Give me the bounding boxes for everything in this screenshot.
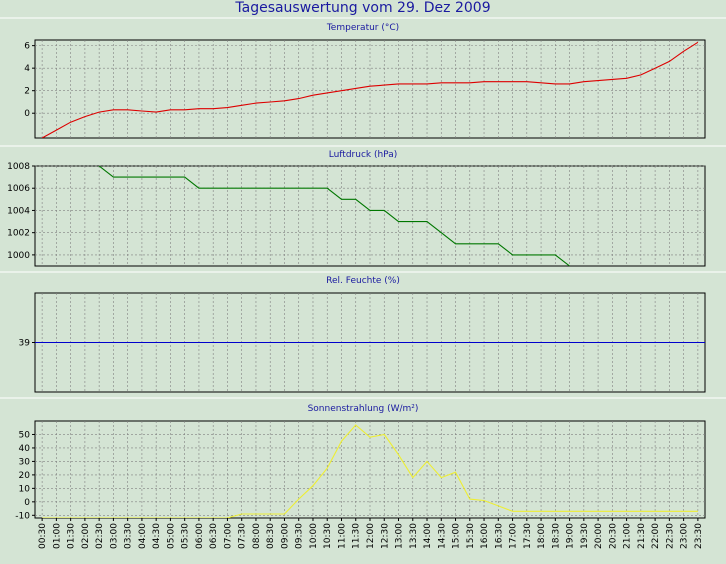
y-tick-label: 1002 xyxy=(7,229,30,239)
chart-title: Rel. Feuchte (%) xyxy=(326,276,400,286)
series-line-pressure xyxy=(98,166,570,266)
page-title: Tagesauswertung vom 29. Dez 2009 xyxy=(235,0,491,16)
x-tick-label: 11:00 xyxy=(337,523,347,549)
chart-panel-temperature: Temperatur (°C) 0 2 4 6 xyxy=(0,17,726,139)
x-tick-label: 02:00 xyxy=(81,523,91,549)
x-tick-label: 14:30 xyxy=(437,523,447,549)
x-tick-label: 13:30 xyxy=(409,523,419,549)
chart-title: Luftdruck (hPa) xyxy=(329,150,398,160)
x-tick-label: 18:30 xyxy=(551,523,561,549)
x-tick-label: 02:30 xyxy=(95,523,105,549)
chart-title: Temperatur (°C) xyxy=(326,23,399,33)
x-tick-label: 17:30 xyxy=(523,523,533,549)
x-tick-label: 08:00 xyxy=(252,523,262,549)
x-tick-label: 22:30 xyxy=(665,523,675,549)
x-tick-label: 23:30 xyxy=(694,523,704,549)
x-tick-label: 15:00 xyxy=(452,523,462,549)
y-tick-label: 50 xyxy=(19,430,31,440)
x-tick-label: 20:00 xyxy=(594,523,604,549)
x-tick-label: 06:30 xyxy=(209,523,219,549)
x-tick-label: 00:30 xyxy=(38,523,48,549)
time-axis: 00:30 01:00 01:30 02:00 02:30 03:00 03:30 04:00… xyxy=(38,518,704,549)
x-tick-label: 04:00 xyxy=(138,523,148,549)
chart-title: Sonnenstrahlung (W/m²) xyxy=(308,404,419,414)
y-tick-label: 20 xyxy=(19,471,31,481)
x-tick-label: 21:00 xyxy=(623,523,633,549)
x-tick-label: 08:30 xyxy=(266,523,276,549)
y-tick-label: 1008 xyxy=(7,162,30,172)
x-tick-label: 21:30 xyxy=(637,523,647,549)
x-tick-label: 10:00 xyxy=(309,523,319,549)
x-tick-label: 16:00 xyxy=(480,523,490,549)
y-tick-label: 1004 xyxy=(7,206,30,216)
x-tick-label: 16:30 xyxy=(494,523,504,549)
y-tick-label: 39 xyxy=(19,339,31,349)
y-tick-label: 1006 xyxy=(7,184,30,194)
x-tick-label: 07:00 xyxy=(223,523,233,549)
x-tick-label: 23:00 xyxy=(680,523,690,549)
y-tick-label: 30 xyxy=(19,457,31,467)
x-tick-label: 17:00 xyxy=(509,523,519,549)
x-tick-label: 03:30 xyxy=(124,523,134,549)
x-tick-label: 13:00 xyxy=(395,523,405,549)
y-tick-label: 40 xyxy=(19,444,31,454)
x-tick-label: 15:30 xyxy=(466,523,476,549)
x-tick-label: 22:00 xyxy=(651,523,661,549)
x-tick-label: 18:00 xyxy=(537,523,547,549)
y-tick-label: 0 xyxy=(24,109,30,119)
x-tick-label: 05:30 xyxy=(181,523,191,549)
y-tick-label: 6 xyxy=(24,42,30,52)
x-tick-label: 05:00 xyxy=(166,523,176,549)
x-tick-label: 10:30 xyxy=(323,523,333,549)
x-tick-label: 12:00 xyxy=(366,523,376,549)
y-tick-label: 1000 xyxy=(7,251,30,261)
x-tick-label: 01:30 xyxy=(67,523,77,549)
x-tick-label: 03:00 xyxy=(109,523,119,549)
y-tick-label: 0 xyxy=(24,498,30,508)
x-tick-label: 04:30 xyxy=(152,523,162,549)
x-tick-label: 11:30 xyxy=(352,523,362,549)
x-tick-label: 14:00 xyxy=(423,523,433,549)
x-tick-label: 19:30 xyxy=(580,523,590,549)
y-tick-label: 4 xyxy=(24,64,30,74)
x-tick-label: 09:00 xyxy=(280,523,290,549)
chart-panel-pressure: Luftdruck (hPa) 1000 1002 1004 1006 1008 xyxy=(0,145,726,267)
x-tick-label: 20:30 xyxy=(608,523,618,549)
x-tick-label: 09:30 xyxy=(295,523,305,549)
x-tick-label: 07:30 xyxy=(238,523,248,549)
x-tick-label: 06:00 xyxy=(195,523,205,549)
x-tick-label: 19:00 xyxy=(566,523,576,549)
y-tick-label: 2 xyxy=(24,87,30,97)
x-tick-label: 12:30 xyxy=(380,523,390,549)
y-tick-label: -10 xyxy=(15,511,30,521)
x-tick-label: 01:00 xyxy=(52,523,62,549)
y-tick-label: 10 xyxy=(19,484,31,494)
chart-panel-humidity: Rel. Feuchte (%) 39 xyxy=(0,271,726,393)
chart-panel-radiation: Sonnenstrahlung (W/m²) -10 0 10 20 30 40 50 xyxy=(0,397,726,521)
